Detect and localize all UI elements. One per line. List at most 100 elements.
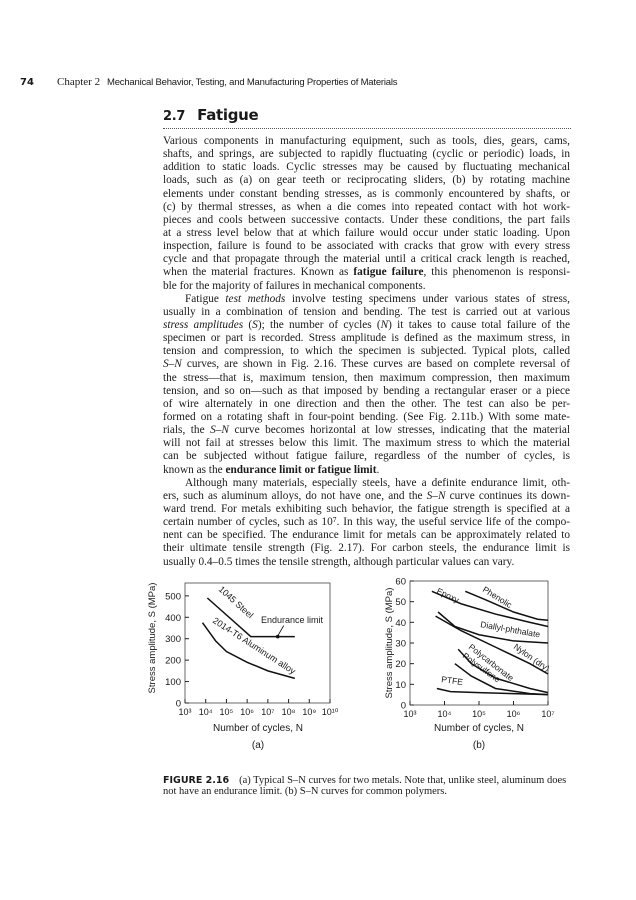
- text-run: ers, such as aluminum alloys, do not hav…: [163, 489, 427, 502]
- y-tick-label: 500: [165, 591, 181, 602]
- text-run: formed on a rotating shaft in four-point…: [163, 410, 570, 423]
- text-run: their ultimate tensile strength (Fig. 2.…: [163, 542, 570, 555]
- text-run: pieces and cools between successive cont…: [163, 213, 570, 226]
- text-run: Although many materials, especially stee…: [185, 476, 570, 489]
- series-label-phenolic: Phenolic: [481, 584, 515, 610]
- text-run: involve testing specimens under various …: [285, 292, 570, 305]
- panel-label-a: (a): [252, 740, 264, 751]
- x-tick-label: 10⁶: [507, 709, 521, 719]
- text-run: rials, the: [163, 424, 211, 437]
- text-line: will not fail at stresses below this lim…: [163, 437, 570, 450]
- y-tick-label: 100: [165, 677, 181, 688]
- text-run: Various components in manufacturing equi…: [163, 135, 570, 147]
- page-number: 74: [20, 77, 34, 88]
- text-run: loads, such as (a) on gear teeth or reci…: [163, 174, 570, 187]
- text-line: at a stress level below that at which fa…: [163, 227, 570, 240]
- text-line: certain number of cycles, such as 10⁷. I…: [163, 516, 570, 529]
- italic-term: N: [380, 318, 389, 331]
- text-run: (c) by thermal stresses, as when a die c…: [163, 200, 570, 213]
- text-run: at a stress level below that at which fa…: [163, 226, 570, 239]
- text-line: elements under constant bending stresses…: [163, 188, 570, 201]
- text-line: pieces and cools between successive cont…: [163, 214, 570, 227]
- text-run: (: [243, 318, 253, 331]
- text-line: usually 0.4–0.5 times the tensile streng…: [163, 556, 570, 569]
- x-tick-label: 10⁵: [220, 707, 234, 717]
- plot-frame: [184, 582, 331, 704]
- series-line-1045-steel: [206, 597, 295, 638]
- text-line: can be subjected without fatigue failure…: [163, 450, 570, 463]
- text-line: formed on a rotating shaft in four-point…: [163, 411, 570, 424]
- body-text: Various components in manufacturing equi…: [163, 135, 570, 569]
- text-line: tension, and so on—such as that imposed …: [163, 385, 570, 398]
- text-run: ble for the majority of failures in mech…: [163, 279, 426, 292]
- plot-frame: [409, 580, 549, 706]
- text-run: usually in a combination of tension and …: [163, 305, 570, 318]
- text-run: ward trend. For metals exhibiting such b…: [163, 502, 570, 515]
- text-line: Various components in manufacturing equi…: [163, 135, 570, 148]
- section-heading: 2.7 Fatigue: [163, 106, 259, 124]
- x-axis-label-b: Number of cycles, N: [434, 723, 524, 734]
- series-line-epoxy: [431, 590, 549, 628]
- x-tick-label: 10¹⁰: [322, 707, 339, 717]
- text-line: usually in a combination of tension and …: [163, 306, 570, 319]
- annotation-arrow: [277, 625, 285, 636]
- text-run: cycle and that propagate through the mat…: [163, 253, 570, 266]
- text-run: inspection, failure is found to be assoc…: [163, 240, 570, 253]
- y-tick-label: 400: [165, 613, 181, 624]
- italic-term: S: [252, 318, 258, 331]
- text-run: when the material fractures. Known as: [163, 266, 354, 279]
- text-line: S–N curves, are shown in Fig. 2.16. Thes…: [163, 358, 570, 371]
- x-axis-label-a: Number of cycles, N: [213, 723, 303, 734]
- text-run: curves, are shown in Fig. 2.16. These cu…: [181, 358, 570, 371]
- series-line-nylon-dry-: [435, 615, 549, 675]
- text-run: Fatigue: [185, 292, 226, 305]
- x-tick-label: 10⁷: [541, 709, 554, 719]
- x-tick-label: 10³: [178, 707, 191, 717]
- italic-term: stress amplitudes: [163, 318, 244, 331]
- text-run: curve becomes horizontal at low stresses…: [228, 424, 570, 437]
- y-tick-label: 40: [395, 618, 406, 629]
- text-run: .: [376, 463, 380, 476]
- text-run: the stress—that is, maximum tension, the…: [163, 371, 570, 384]
- text-line: (c) by thermal stresses, as when a die c…: [163, 201, 570, 214]
- text-run: known as the: [163, 463, 226, 476]
- italic-term: test methods: [225, 292, 286, 305]
- bold-term: endurance limit or fatigue limit: [225, 463, 377, 476]
- y-tick-label: 30: [395, 639, 406, 650]
- text-line: known as the endurance limit or fatigue …: [163, 464, 570, 477]
- text-line: Fatigue test methods involve testing spe…: [163, 293, 570, 306]
- y-axis-label-b: Stress amplitude, S (MPa): [384, 588, 395, 699]
- text-run: addition to static loads. Cyclic stresse…: [163, 161, 570, 174]
- chapter-label: Chapter 2: [57, 76, 101, 88]
- text-line: rials, the S–N curve becomes horizontal …: [163, 424, 570, 437]
- text-line: nent can be specified. The endurance lim…: [163, 529, 570, 542]
- italic-term: S–N: [426, 489, 446, 502]
- endurance-limit-marker: [275, 634, 280, 639]
- annotation-endurance-limit: Endurance limit: [261, 615, 324, 625]
- text-line: Although many materials, especially stee…: [163, 477, 570, 490]
- text-run: certain number of cycles, such as 10⁷. I…: [163, 516, 570, 529]
- series-label-steel: 1045 Steel: [217, 584, 256, 620]
- series-label-ptfe: PTFE: [441, 674, 464, 687]
- text-line: ward trend. For metals exhibiting such b…: [163, 503, 570, 516]
- chart-panel-b: Stress amplitude, S (MPa) Number of cycl…: [384, 577, 555, 752]
- x-tick-label: 10³: [403, 709, 416, 719]
- panel-label-b: (b): [473, 740, 485, 751]
- text-line: the stress—that is, maximum tension, the…: [163, 372, 570, 385]
- text-run: tension and compression, to which the sp…: [163, 345, 570, 358]
- text-line: loads, such as (a) on gear teeth or reci…: [163, 174, 570, 187]
- y-axis-label-a: Stress amplitude, S (MPa): [147, 583, 158, 694]
- x-tick-label: 10⁷: [261, 707, 274, 717]
- series-line-polycarbonate: [457, 648, 549, 694]
- figure-label: FIGURE 2.16: [163, 775, 230, 786]
- chart-panel-a: Stress amplitude, S (MPa) Number of cycl…: [147, 583, 339, 751]
- text-line: cycle and that propagate through the mat…: [163, 253, 570, 266]
- y-tick-label: 60: [395, 577, 406, 588]
- text-run: specimen or part is recorded. Stress amp…: [163, 332, 570, 345]
- section-number: 2.7: [163, 109, 186, 124]
- x-tick-label: 10⁴: [438, 709, 452, 719]
- x-tick-label: 10⁸: [282, 707, 296, 717]
- text-run: tension, and so on—such as that imposed …: [163, 384, 570, 397]
- text-line: when the material fractures. Known as fa…: [163, 266, 570, 279]
